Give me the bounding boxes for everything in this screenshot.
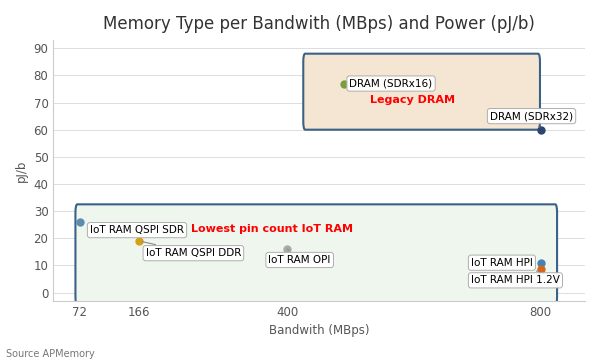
Y-axis label: pJ/b: pJ/b bbox=[15, 159, 28, 182]
Text: DRAM (SDRx32): DRAM (SDRx32) bbox=[490, 111, 573, 127]
X-axis label: Bandwith (MBps): Bandwith (MBps) bbox=[269, 324, 370, 337]
Text: IoT RAM QSPI SDR: IoT RAM QSPI SDR bbox=[90, 225, 184, 235]
FancyBboxPatch shape bbox=[303, 54, 540, 130]
Text: IoT RAM QSPI DDR: IoT RAM QSPI DDR bbox=[142, 242, 241, 258]
Title: Memory Type per Bandwith (MBps) and Power (pJ/b): Memory Type per Bandwith (MBps) and Powe… bbox=[103, 15, 535, 33]
Text: IoT RAM OPI: IoT RAM OPI bbox=[268, 249, 331, 265]
Text: Lowest pin count IoT RAM: Lowest pin count IoT RAM bbox=[191, 224, 353, 234]
Text: DRAM (SDRx16): DRAM (SDRx16) bbox=[349, 78, 433, 89]
Text: IoT RAM HPI: IoT RAM HPI bbox=[471, 258, 533, 268]
Text: IoT RAM HPI 1.2V: IoT RAM HPI 1.2V bbox=[471, 270, 560, 285]
FancyBboxPatch shape bbox=[76, 204, 557, 305]
Text: Legacy DRAM: Legacy DRAM bbox=[370, 95, 455, 105]
Text: Source APMemory: Source APMemory bbox=[6, 349, 95, 359]
